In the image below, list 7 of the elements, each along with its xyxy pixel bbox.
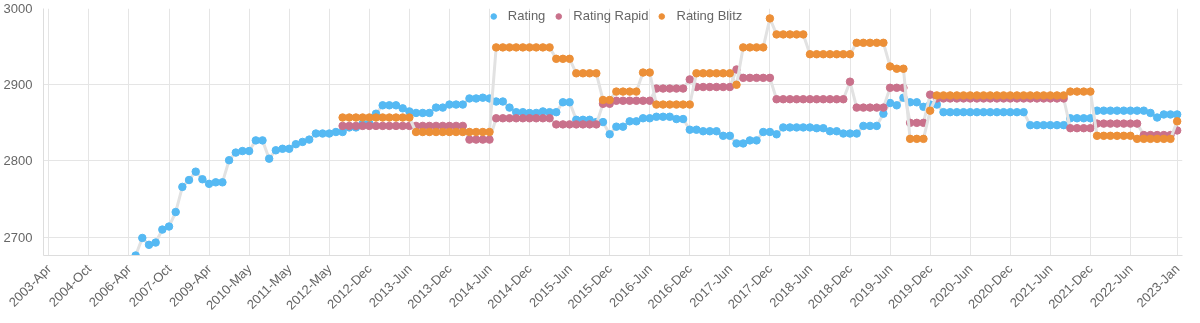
y-tick-label: 2800 (3, 153, 33, 169)
y-tick-label: 2900 (3, 77, 33, 93)
y-tick-label: 3000 (3, 1, 33, 16)
legend-label: Rating (507, 8, 546, 23)
y-tick-label: 2700 (3, 229, 33, 245)
legend-label: Rating Rapid (573, 8, 649, 23)
legend-label: Rating Blitz (676, 8, 743, 23)
